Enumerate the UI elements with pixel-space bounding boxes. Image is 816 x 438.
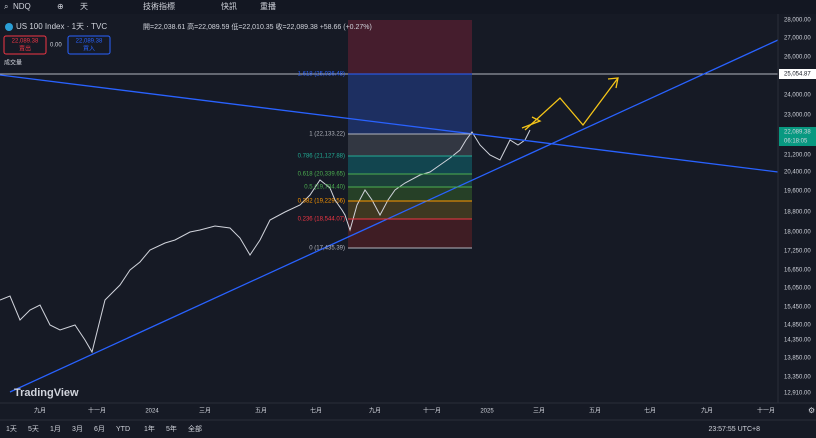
range-button[interactable]: 全部 [188,424,202,433]
replay[interactable]: 重播 [260,1,276,11]
fib-zone [348,219,472,248]
symbol-logo [5,23,13,31]
fib-label: 0.382 (19,229.56) [298,199,345,205]
range-button[interactable]: 3月 [72,425,83,433]
add-icon[interactable]: ⊕ [57,2,64,11]
sell-price: 22,089.38 [12,39,39,45]
time-label: 七月 [310,407,322,415]
price-label: 06:18:05 [784,139,808,145]
price-label: 17,250.00 [784,249,811,255]
clock: 23:57:55 UTC+8 [708,426,760,433]
price-label: 27,000.00 [784,36,811,42]
arrow-head [521,116,542,129]
fib-label: 0 (17,435.39) [309,246,345,252]
time-label: 2024 [145,409,159,415]
price-label: 22,089.38 [784,130,811,136]
time-label: 2025 [480,409,494,415]
time-label: 九月 [701,407,713,415]
arrow-head [607,77,619,89]
sell-button[interactable] [3,35,47,55]
fib-label: 0.236 (18,544.07) [298,217,345,223]
indicators[interactable]: 技術指標 [143,1,175,11]
fib-label: 0.786 (21,127.88) [298,154,345,160]
fib-label: 1 (22,133.22) [309,132,345,138]
symbol[interactable]: NDQ [13,2,31,11]
range-button[interactable]: 1年 [144,424,155,433]
price-label: 18,800.00 [784,210,811,216]
price-badge [779,69,816,79]
fib-zone [348,156,472,174]
price-series [0,129,531,354]
time-label: 十一月 [757,407,775,415]
buy-label: 買入 [83,46,95,53]
price-label: 18,000.00 [784,230,811,236]
settings-icon[interactable]: ⚙ [808,406,815,415]
price-label: 16,050.00 [784,286,811,292]
chart-title: US 100 Index · 1天 · TVC [16,22,107,31]
range-button[interactable]: 5天 [28,425,39,433]
price-label: 14,350.00 [784,338,811,344]
buy-button[interactable] [67,35,111,55]
price-label: 12,910.00 [784,391,811,397]
price-label: 19,600.00 [784,189,811,195]
projection-arrow [524,77,619,131]
time-label: 十一月 [423,407,441,415]
price-label: 13,850.00 [784,356,811,362]
range-button[interactable]: 1月 [50,425,61,433]
spread: 0.00 [50,43,62,49]
price-label: 15,450.00 [784,305,811,311]
price-label: 16,650.00 [784,268,811,274]
time-label: 九月 [369,407,381,415]
time-label: 九月 [34,407,46,415]
trend-line [0,74,779,173]
buy-price: 22,089.38 [76,39,103,45]
price-label: 28,000.00 [784,18,811,24]
toolbar [0,0,816,14]
ohlc: 開=22,038.61 高=22,089.59 低=22,010.35 收=22… [143,22,372,31]
time-label: 十一月 [88,407,106,415]
time-label: 三月 [199,408,211,415]
alerts[interactable]: 快訊 [221,1,237,11]
fib-tool [348,20,472,248]
fib-label: 1.618 (25,036.48) [298,72,345,78]
logo: TradingView [14,387,79,399]
price-label: 14,850.00 [784,323,811,329]
time-label: 三月 [533,408,545,415]
range-button[interactable]: 5年 [166,424,177,433]
fib-zone [348,134,472,156]
price-label: 20,400.00 [784,170,811,176]
time-label: 五月 [255,408,267,415]
fib-zone [348,20,472,74]
time-label: 五月 [589,408,601,415]
price-label: 26,000.00 [784,55,811,61]
sell-label: 賣出 [19,45,31,53]
trend-line [9,39,779,393]
fib-zone [348,74,472,134]
range-button[interactable]: 6月 [94,425,105,433]
time-label: 七月 [644,407,656,415]
price-label: 23,000.00 [784,113,811,119]
price-label: 25,054.87 [784,72,811,78]
fib-zone [348,187,472,201]
price-label: 13,350.00 [784,375,811,381]
fib-label: 0.618 (20,339.65) [298,172,345,178]
interval[interactable]: 天 [80,2,88,11]
price-badge [779,136,816,146]
fib-zone [348,201,472,219]
range-button[interactable]: 1天 [6,425,17,433]
search-icon: ⌕ [4,2,8,11]
volume-label: 成交量 [4,59,22,67]
price-label: 24,000.00 [784,93,811,99]
price-label: 21,200.00 [784,153,811,159]
price-badge [779,127,816,137]
range-button[interactable]: YTD [116,426,130,433]
fib-label: 0.5 (19,784.40) [304,185,345,191]
